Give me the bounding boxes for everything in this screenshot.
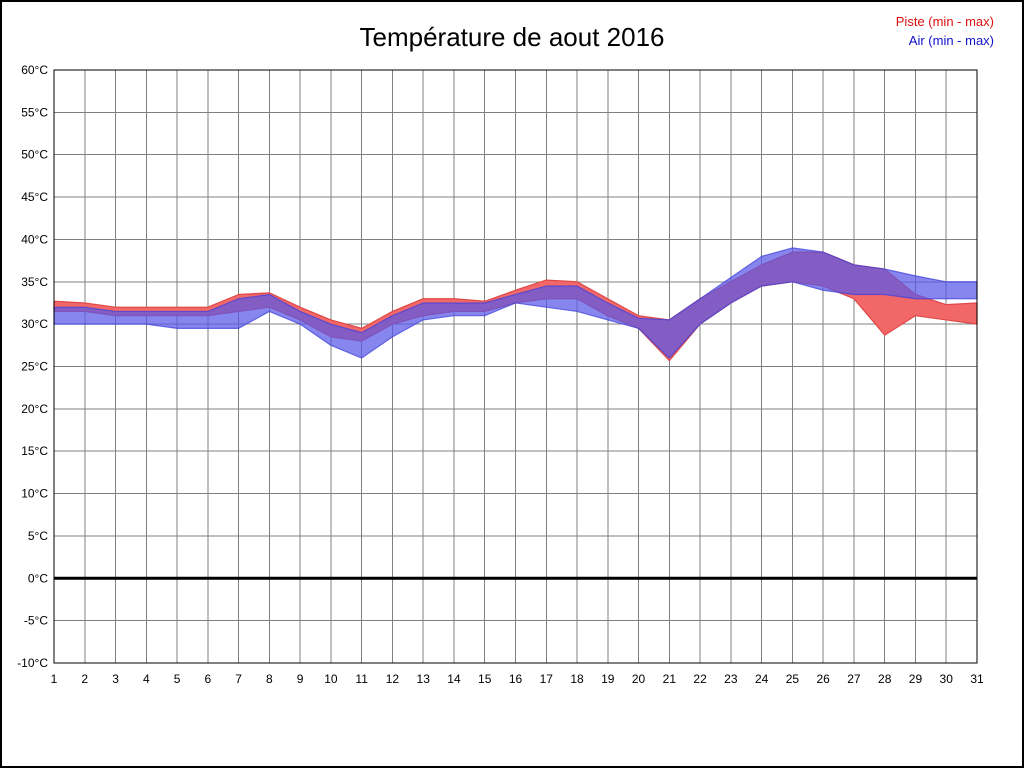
- x-tick-label: 13: [417, 672, 431, 686]
- x-tick-label: 26: [816, 672, 830, 686]
- x-tick-label: 14: [447, 672, 461, 686]
- x-tick-label: 30: [940, 672, 954, 686]
- y-tick-label: 0°C: [28, 571, 48, 585]
- x-tick-label: 28: [878, 672, 892, 686]
- y-tick-label: 50°C: [21, 148, 48, 162]
- y-tick-label: 55°C: [21, 105, 48, 119]
- x-tick-label: 1: [51, 672, 58, 686]
- x-tick-label: 15: [478, 672, 492, 686]
- x-tick-label: 2: [81, 672, 88, 686]
- y-tick-label: 40°C: [21, 232, 48, 246]
- x-tick-label: 23: [724, 672, 738, 686]
- x-tick-label: 6: [204, 672, 211, 686]
- y-tick-label: 35°C: [21, 275, 48, 289]
- legend-entry-air: Air (min - max): [908, 33, 994, 48]
- x-tick-label: 25: [786, 672, 800, 686]
- y-tick-label: 25°C: [21, 360, 48, 374]
- x-tick-label: 10: [324, 672, 338, 686]
- chart-title: Température de aout 2016: [359, 22, 665, 52]
- x-tick-label: 3: [112, 672, 119, 686]
- x-tick-label: 22: [693, 672, 707, 686]
- y-tick-label: 45°C: [21, 190, 48, 204]
- x-tick-label: 21: [663, 672, 677, 686]
- x-tick-label: 29: [909, 672, 923, 686]
- x-tick-label: 24: [755, 672, 769, 686]
- x-tick-label: 12: [386, 672, 400, 686]
- x-tick-label: 17: [540, 672, 554, 686]
- x-tick-label: 4: [143, 672, 150, 686]
- y-tick-label: -10°C: [17, 656, 48, 670]
- y-tick-label: 30°C: [21, 317, 48, 331]
- chart-legend: Piste (min - max) Air (min - max): [896, 12, 994, 50]
- x-tick-label: 19: [601, 672, 615, 686]
- y-tick-label: 60°C: [21, 63, 48, 77]
- plot-border: [53, 69, 978, 664]
- y-tick-label: 10°C: [21, 487, 48, 501]
- legend-entry-piste: Piste (min - max): [895, 14, 994, 29]
- x-tick-label: 16: [509, 672, 523, 686]
- y-tick-label: 20°C: [21, 402, 48, 416]
- x-tick-label: 27: [847, 672, 861, 686]
- x-tick-label: 8: [266, 672, 273, 686]
- x-tick-label: 7: [235, 672, 242, 686]
- y-tick-label: -5°C: [24, 614, 48, 628]
- x-tick-label: 5: [174, 672, 181, 686]
- y-tick-label: 15°C: [21, 444, 48, 458]
- x-tick-label: 9: [297, 672, 304, 686]
- y-tick-label: 5°C: [28, 529, 48, 543]
- x-tick-label: 20: [632, 672, 646, 686]
- x-tick-label: 31: [970, 672, 984, 686]
- x-tick-label: 11: [355, 672, 368, 686]
- x-tick-label: 18: [570, 672, 584, 686]
